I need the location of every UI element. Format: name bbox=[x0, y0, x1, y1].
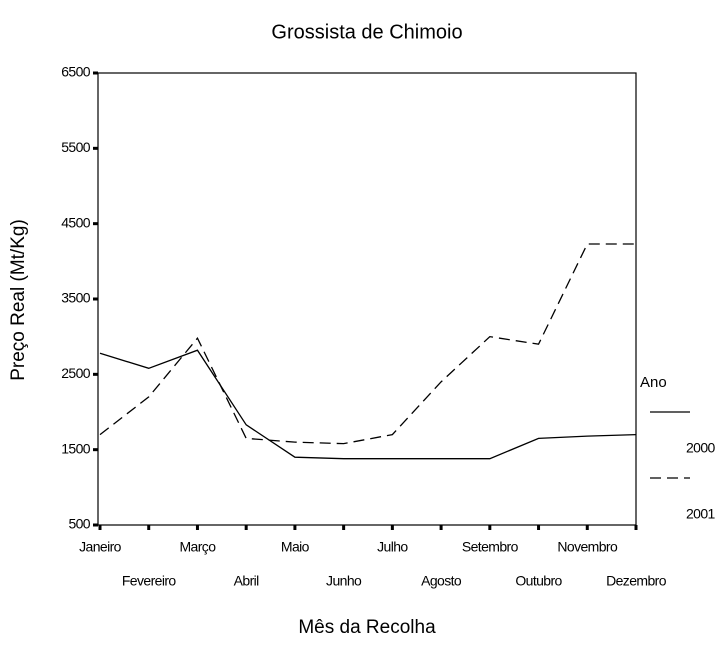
x-tick-label: Julho bbox=[377, 539, 408, 555]
x-tick-label: Janeiro bbox=[79, 539, 122, 555]
x-tick-label: Dezembro bbox=[606, 573, 667, 589]
y-tick-label: 1500 bbox=[61, 440, 91, 456]
x-tick-label: Maio bbox=[281, 539, 310, 555]
plot-frame bbox=[97, 72, 637, 526]
line-series bbox=[99, 243, 636, 445]
y-axis-title: Preço Real (Mt/Kg) bbox=[8, 219, 29, 381]
y-tick-label: 6500 bbox=[61, 64, 91, 80]
x-tick-label: Abril bbox=[234, 573, 259, 589]
x-tick-label: Novembro bbox=[557, 539, 618, 555]
y-tick-label: 4500 bbox=[61, 214, 91, 230]
x-tick-label: Agosto bbox=[421, 573, 462, 589]
y-tick-label: 500 bbox=[68, 516, 90, 532]
legend-label: 2000 bbox=[686, 440, 716, 456]
chart-title: Grossista de Chimoio bbox=[271, 21, 462, 43]
line-series bbox=[99, 349, 637, 460]
y-tick-label: 5500 bbox=[61, 139, 91, 155]
y-tick-label: 3500 bbox=[61, 290, 91, 306]
legend-title: Ano bbox=[640, 374, 667, 391]
x-tick-label: Setembro bbox=[462, 539, 519, 555]
x-tick-label: Outubro bbox=[515, 573, 562, 589]
x-tick-label: Junho bbox=[326, 573, 362, 589]
legend-label: 2001 bbox=[686, 506, 716, 522]
x-tick-label: Março bbox=[180, 539, 217, 555]
x-axis-title: Mês da Recolha bbox=[298, 617, 436, 638]
y-tick-label: 2500 bbox=[61, 365, 91, 381]
x-tick-label: Fevereiro bbox=[122, 573, 177, 589]
